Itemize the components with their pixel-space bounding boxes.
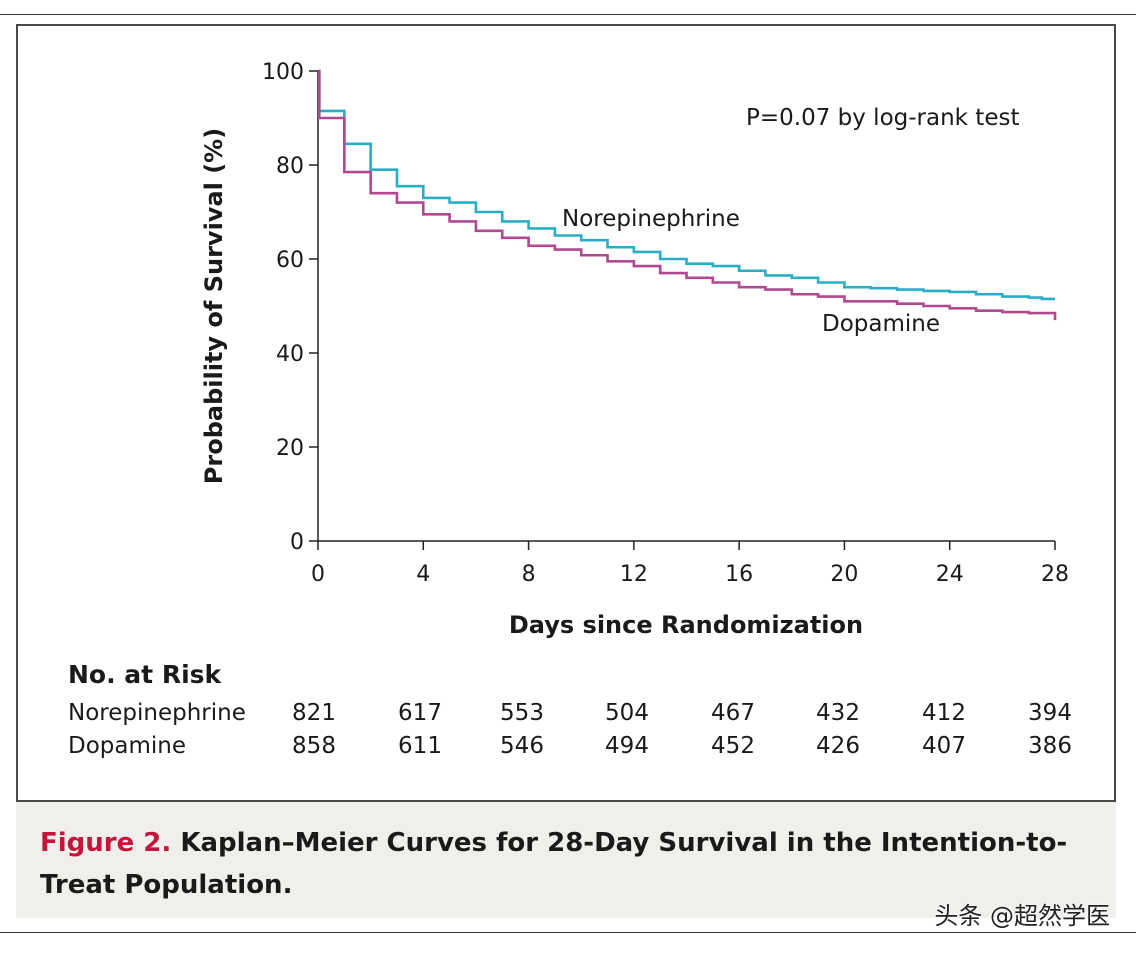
caption-text: Kaplan–Meier Curves for 28-Day Survival … <box>40 828 1068 900</box>
risk-cell: 386 <box>1028 733 1072 759</box>
series-label-dopamine: Dopamine <box>822 311 940 337</box>
x-tick-label: 24 <box>936 562 964 587</box>
figure-caption: Figure 2. Kaplan–Meier Curves for 28-Day… <box>16 800 1116 918</box>
survival-chart: 0 20 40 60 80 100 0 4 8 12 16 20 24 28 Probability o… <box>200 60 1069 639</box>
p-value-annotation: P=0.07 by log-rank test <box>746 105 1019 131</box>
risk-cell: 407 <box>922 733 966 759</box>
risk-cell: 394 <box>1028 700 1072 726</box>
y-tick-label: 20 <box>276 436 304 461</box>
risk-cell: 858 <box>292 733 336 759</box>
risk-cell: 412 <box>922 700 966 726</box>
risk-row-label: Norepinephrine <box>68 700 246 726</box>
x-tick-label: 28 <box>1041 562 1069 587</box>
caption-label: Figure 2. <box>40 828 172 858</box>
x-tick-label: 8 <box>522 562 536 587</box>
watermark: 头条 @超然学医 <box>934 902 1110 930</box>
figure-frame <box>16 24 1116 918</box>
y-tick-label: 60 <box>276 248 304 273</box>
x-tick-label: 20 <box>830 562 858 587</box>
risk-cell: 467 <box>711 700 755 726</box>
risk-cell: 617 <box>398 700 442 726</box>
risk-cell: 611 <box>398 733 442 759</box>
top-rule <box>0 14 1136 15</box>
series-line-dopamine <box>318 69 1057 321</box>
y-axis-label: Probability of Survival (%) <box>200 128 228 484</box>
x-tick-label: 16 <box>725 562 753 587</box>
risk-cell: 546 <box>500 733 544 759</box>
series-line-norepinephrine <box>318 69 1055 301</box>
y-tick-label: 0 <box>290 530 304 555</box>
risk-row-norepinephrine: Norepinephrine 821 617 553 504 467 432 4… <box>0 700 1136 734</box>
y-tick-label: 100 <box>262 60 304 85</box>
risk-cell: 553 <box>500 700 544 726</box>
bottom-rule <box>0 932 1136 933</box>
series-label-norepinephrine: Norepinephrine <box>562 206 740 232</box>
x-axis-label: Days since Randomization <box>509 611 863 639</box>
y-axis: 0 20 40 60 80 100 <box>262 60 319 555</box>
risk-row-label: Dopamine <box>68 733 186 759</box>
risk-table-title: No. at Risk <box>68 660 222 689</box>
x-tick-label: 12 <box>620 562 648 587</box>
risk-row-dopamine: Dopamine 858 611 546 494 452 426 407 386 <box>0 733 1136 767</box>
risk-cell: 426 <box>816 733 860 759</box>
y-tick-label: 40 <box>276 342 304 367</box>
risk-cell: 821 <box>292 700 336 726</box>
risk-cell: 494 <box>605 733 649 759</box>
series-group <box>318 69 1057 321</box>
risk-cell: 452 <box>711 733 755 759</box>
y-tick-label: 80 <box>276 154 304 179</box>
risk-cell: 432 <box>816 700 860 726</box>
x-axis: 0 4 8 12 16 20 24 28 <box>311 540 1069 587</box>
risk-cell: 504 <box>605 700 649 726</box>
x-tick-label: 0 <box>311 562 325 587</box>
x-tick-label: 4 <box>416 562 430 587</box>
